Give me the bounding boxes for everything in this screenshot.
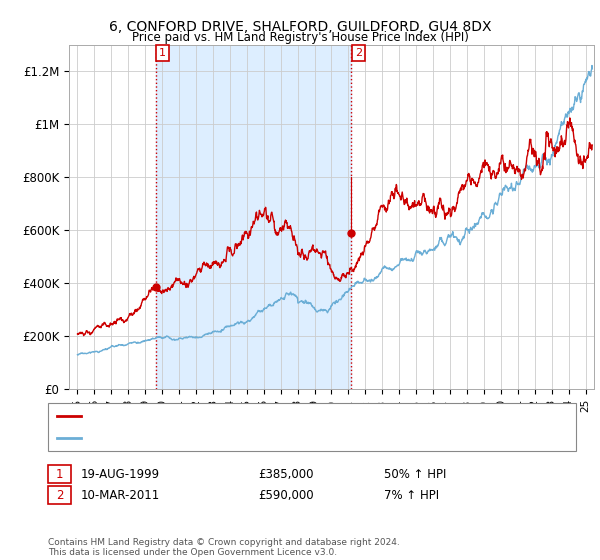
Text: £590,000: £590,000 (258, 488, 314, 502)
Text: 6, CONFORD DRIVE, SHALFORD, GUILDFORD, GU4 8DX (detached house): 6, CONFORD DRIVE, SHALFORD, GUILDFORD, G… (87, 410, 468, 421)
Text: 50% ↑ HPI: 50% ↑ HPI (384, 468, 446, 481)
Text: 7% ↑ HPI: 7% ↑ HPI (384, 488, 439, 502)
Bar (156, 45, 352, 389)
Text: 6, CONFORD DRIVE, SHALFORD, GUILDFORD, GU4 8DX: 6, CONFORD DRIVE, SHALFORD, GUILDFORD, G… (109, 20, 491, 34)
Text: 19-AUG-1999: 19-AUG-1999 (81, 468, 160, 481)
Text: 2: 2 (355, 48, 362, 58)
Text: £385,000: £385,000 (258, 468, 314, 481)
Text: Contains HM Land Registry data © Crown copyright and database right 2024.
This d: Contains HM Land Registry data © Crown c… (48, 538, 400, 557)
Text: 1: 1 (159, 48, 166, 58)
Text: 10-MAR-2011: 10-MAR-2011 (81, 488, 160, 502)
Text: 2: 2 (56, 488, 63, 502)
Text: HPI: Average price, detached house, Guildford: HPI: Average price, detached house, Guil… (87, 433, 328, 444)
Text: 1: 1 (56, 468, 63, 481)
Text: Price paid vs. HM Land Registry's House Price Index (HPI): Price paid vs. HM Land Registry's House … (131, 31, 469, 44)
